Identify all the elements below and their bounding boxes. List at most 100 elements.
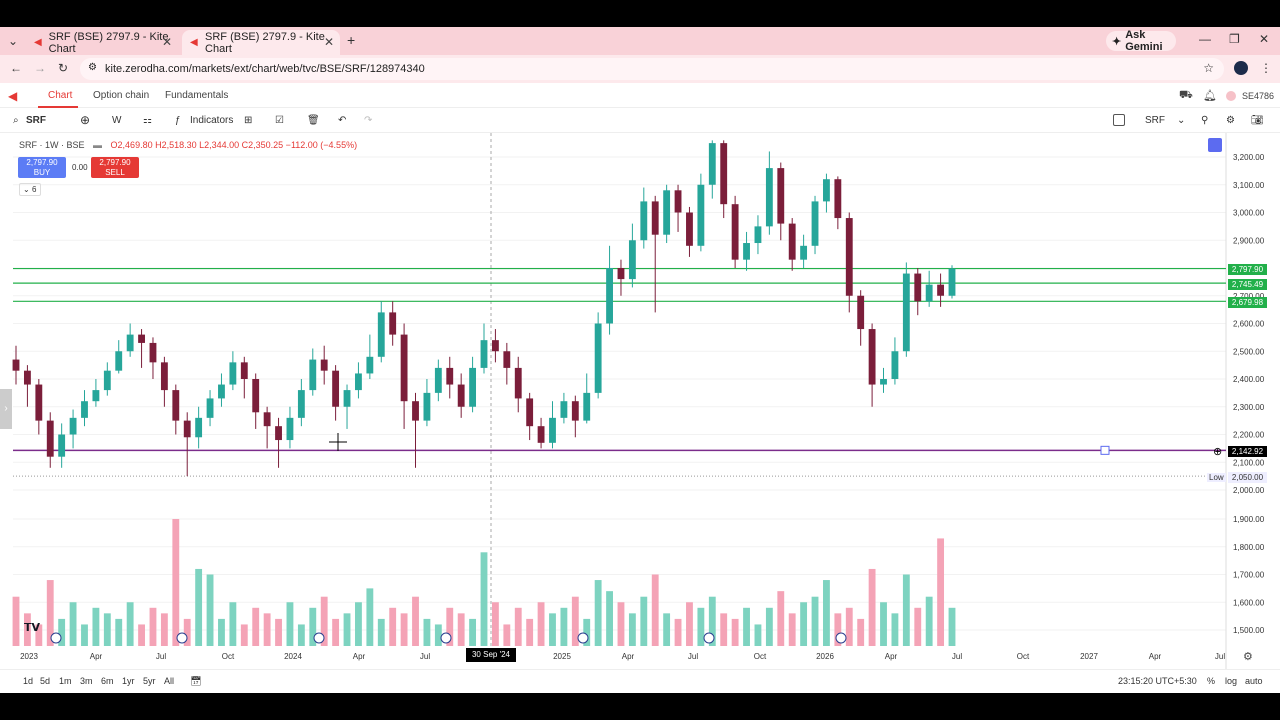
chart-type-icon[interactable]: ⚏ (143, 115, 152, 126)
address-bar[interactable]: ⚙ kite.zerodha.com/markets/ext/chart/web… (80, 58, 1224, 80)
candle-body (309, 359, 317, 391)
user-id[interactable]: SE4786 (1242, 91, 1275, 101)
alert-icon[interactable]: ☑ (275, 115, 284, 126)
indicator-template-icon[interactable]: ⚲ (1201, 115, 1209, 126)
candle-body (332, 370, 340, 407)
volume-bar (23, 613, 31, 646)
range-5d[interactable]: 5d (40, 676, 51, 686)
last-price-tag: 2,797.90 (1228, 264, 1267, 275)
candle-body (115, 351, 123, 371)
snapshot-icon[interactable]: 📷︎ (1251, 115, 1264, 126)
crosshair-plus-icon[interactable]: ⊕ (1213, 446, 1223, 458)
candle-body (594, 323, 602, 393)
tab-title: SRF (BSE) 2797.9 - Kite Chart (48, 30, 169, 55)
ask-gemini-button[interactable]: ✦ Ask Gemini (1106, 29, 1176, 53)
candle-body (126, 334, 134, 352)
back-icon[interactable]: ← (10, 61, 22, 75)
volume-bar (720, 613, 728, 646)
interval-select[interactable]: W (112, 115, 122, 126)
minimize-icon[interactable]: — (1199, 32, 1211, 46)
close-tab-icon[interactable]: ✕ (323, 35, 334, 49)
indicators-collapse-toggle[interactable]: ⌄ 6 (19, 183, 41, 196)
candle-body (754, 226, 762, 244)
forward-icon[interactable]: → (34, 61, 46, 75)
candle-body (902, 273, 910, 352)
tab-list-icon[interactable]: ⌄ (8, 34, 19, 48)
delete-icon[interactable]: 🗑︎ (307, 115, 320, 126)
tab-option-chain[interactable]: Option chain (93, 90, 150, 101)
candle-body (628, 240, 636, 280)
price-axis-label: 3,000.00 (1233, 209, 1265, 218)
candle-body (355, 373, 362, 391)
auto-scale-toggle[interactable]: auto (1245, 676, 1263, 686)
time-axis-label: Apr (885, 652, 898, 661)
compare-symbol-select[interactable]: SRF (1145, 115, 1165, 126)
site-info-icon[interactable]: ⚙ (88, 62, 97, 73)
clock-timezone[interactable]: 23:15:20 UTC+5:30 (1118, 676, 1197, 686)
range-all[interactable]: All (164, 676, 175, 686)
goto-date-icon[interactable]: 📅︎ (190, 676, 202, 686)
range-3m[interactable]: 3m (80, 676, 93, 686)
close-tab-icon[interactable]: ✕ (161, 35, 172, 49)
buy-button[interactable]: 2,797.90 BUY (18, 157, 66, 178)
candle-body (720, 143, 728, 205)
time-axis-label: 2027 (1080, 652, 1098, 661)
dividend-marker-icon (703, 632, 715, 644)
legend-eye-icon[interactable]: ▬ (93, 140, 103, 150)
volume-bar (549, 613, 556, 646)
hline-price-tag: 2,679.98 (1228, 297, 1267, 308)
candle-body (880, 379, 887, 385)
compare-symbol-icon[interactable]: ⊕ (80, 113, 91, 127)
volume-bar (69, 602, 77, 646)
axis-settings-icon[interactable]: ⚙ (1243, 651, 1253, 663)
sell-button[interactable]: 2,797.90 SELL (91, 157, 139, 178)
volume-bar (800, 602, 808, 646)
reload-icon[interactable]: ↻ (58, 61, 69, 75)
log-scale-toggle[interactable]: log (1225, 676, 1238, 686)
undo-icon[interactable]: ↶ (338, 115, 347, 126)
kite-logo-icon[interactable]: ◀ (8, 89, 18, 103)
candle-body (69, 417, 77, 435)
kite-header: ◀ Chart Option chain Fundamentals ⛟ 🔔︎ S… (0, 84, 1280, 108)
screen: ⌄ ◀ SRF (BSE) 2797.9 - Kite Chart ✕ ◀ SR… (0, 27, 1280, 693)
range-1d[interactable]: 1d (23, 676, 34, 686)
candle-body (788, 223, 796, 260)
candle-body (537, 426, 545, 443)
range-5yr[interactable]: 5yr (143, 676, 156, 686)
tab-fundamentals[interactable]: Fundamentals (165, 90, 229, 101)
sync-icon[interactable] (1208, 138, 1222, 152)
time-axis-label: Oct (754, 652, 767, 661)
bookmark-star-icon[interactable]: ☆ (1203, 61, 1214, 75)
browser-tab-2[interactable]: ◀ SRF (BSE) 2797.9 - Kite Chart ✕ (182, 30, 340, 55)
browser-tab-1[interactable]: ◀ SRF (BSE) 2797.9 - Kite Chart ✕ (26, 30, 178, 55)
notifications-icon[interactable]: 🔔︎ (1203, 90, 1217, 102)
range-6m[interactable]: 6m (101, 676, 114, 686)
settings-icon[interactable]: ⚙ (1226, 115, 1235, 126)
range-1m[interactable]: 1m (59, 676, 72, 686)
kite-favicon-icon: ◀ (190, 36, 198, 48)
fullscreen-toggle-icon[interactable] (1113, 114, 1125, 126)
redo-icon[interactable]: ↷ (364, 115, 373, 126)
bid-ask-spread: 0.00 (72, 163, 88, 172)
new-tab-icon[interactable]: + (347, 32, 356, 48)
symbol-search[interactable]: SRF (26, 115, 46, 126)
range-1yr[interactable]: 1yr (122, 676, 135, 686)
volume-bar (571, 596, 579, 646)
close-window-icon[interactable]: ✕ (1259, 32, 1270, 46)
chevron-down-icon[interactable]: ⌄ (1177, 115, 1186, 126)
profile-avatar[interactable] (1234, 61, 1248, 75)
symbol-search-icon[interactable]: ⌕ (13, 115, 19, 126)
cart-icon[interactable]: ⛟ (1179, 89, 1193, 101)
percent-scale-toggle[interactable]: % (1207, 676, 1216, 686)
layouts-icon[interactable]: ⊞ (244, 115, 253, 126)
legend-symbol-title[interactable]: SRF · 1W · BSE (19, 140, 85, 150)
price-chart[interactable]: 3,200.003,100.003,000.002,900.002,800.00… (0, 27, 1280, 693)
browser-menu-icon[interactable]: ⋮ (1260, 61, 1272, 75)
tab-chart[interactable]: Chart (48, 90, 73, 101)
indicators-icon[interactable]: ƒ (175, 115, 181, 126)
maximize-icon[interactable]: ❐ (1229, 32, 1240, 46)
volume-bar (811, 596, 819, 646)
sidebar-expand-handle[interactable]: › (0, 389, 12, 429)
user-avatar[interactable] (1226, 91, 1236, 101)
indicators-button[interactable]: Indicators (190, 115, 234, 126)
